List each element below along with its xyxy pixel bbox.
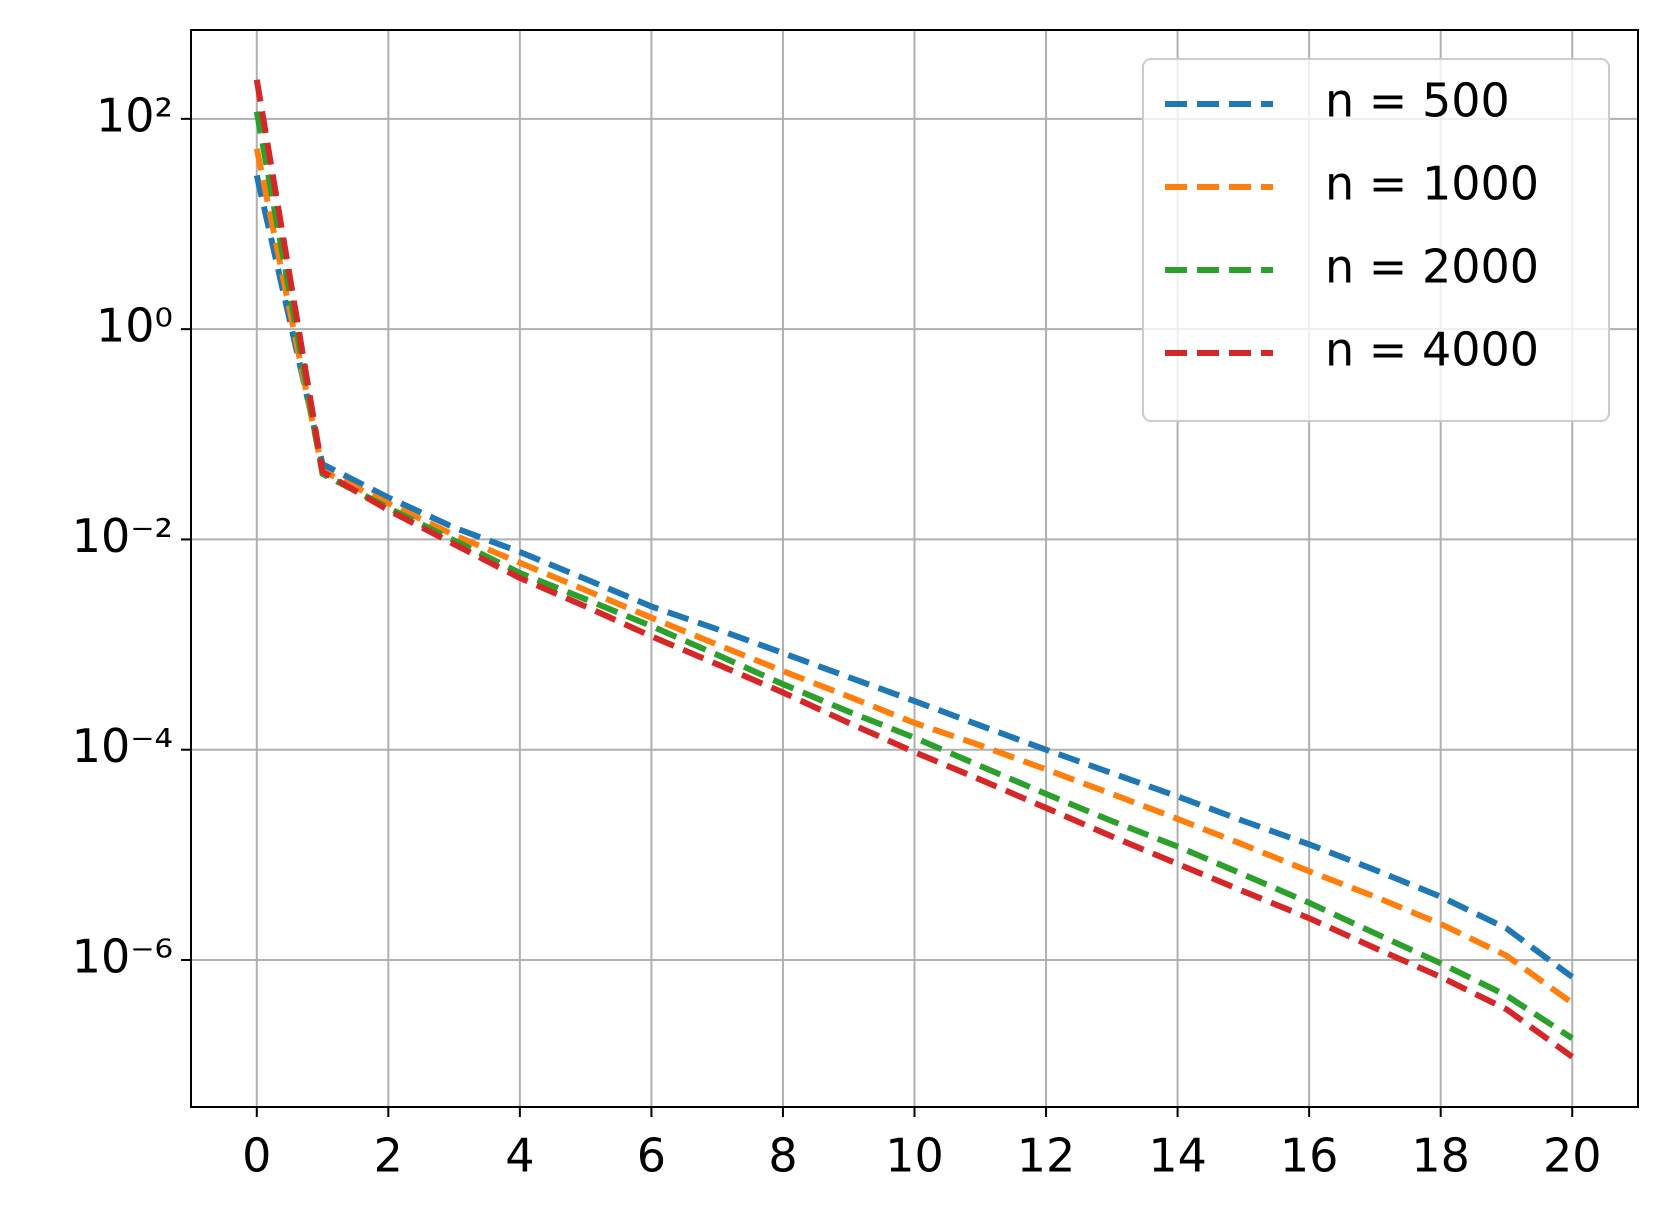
legend-label: n = 500 xyxy=(1325,74,1510,128)
x-tick-label: 0 xyxy=(242,1129,271,1183)
x-tick-label: 16 xyxy=(1280,1129,1339,1183)
y-tick-label: 10⁻² xyxy=(72,509,173,563)
legend-box xyxy=(1142,58,1610,422)
x-tick-label: 8 xyxy=(768,1129,797,1183)
x-tick-label: 20 xyxy=(1543,1129,1602,1183)
legend-label: n = 2000 xyxy=(1325,240,1539,294)
x-tick-label: 2 xyxy=(374,1129,403,1183)
x-tick-label: 18 xyxy=(1411,1129,1470,1183)
plot xyxy=(253,79,1574,1060)
y-tick-label: 10⁻⁶ xyxy=(72,930,173,984)
legend-label: n = 4000 xyxy=(1325,323,1539,377)
y-tick-label: 10² xyxy=(96,88,173,142)
y-tick-label: 10⁰ xyxy=(96,299,173,353)
x-tick-label: 10 xyxy=(885,1129,944,1183)
y-tick-label: 10⁻⁴ xyxy=(72,719,173,773)
series-line xyxy=(253,111,1574,1041)
series-line xyxy=(253,148,1574,1006)
legend-label: n = 1000 xyxy=(1325,157,1539,211)
x-tick-label: 12 xyxy=(1017,1129,1076,1183)
x-tick-label: 14 xyxy=(1148,1129,1207,1183)
x-tick-label: 6 xyxy=(637,1129,666,1183)
x-tick-label: 4 xyxy=(505,1129,534,1183)
plot-frame xyxy=(190,29,1639,1108)
series-line xyxy=(253,174,1574,980)
